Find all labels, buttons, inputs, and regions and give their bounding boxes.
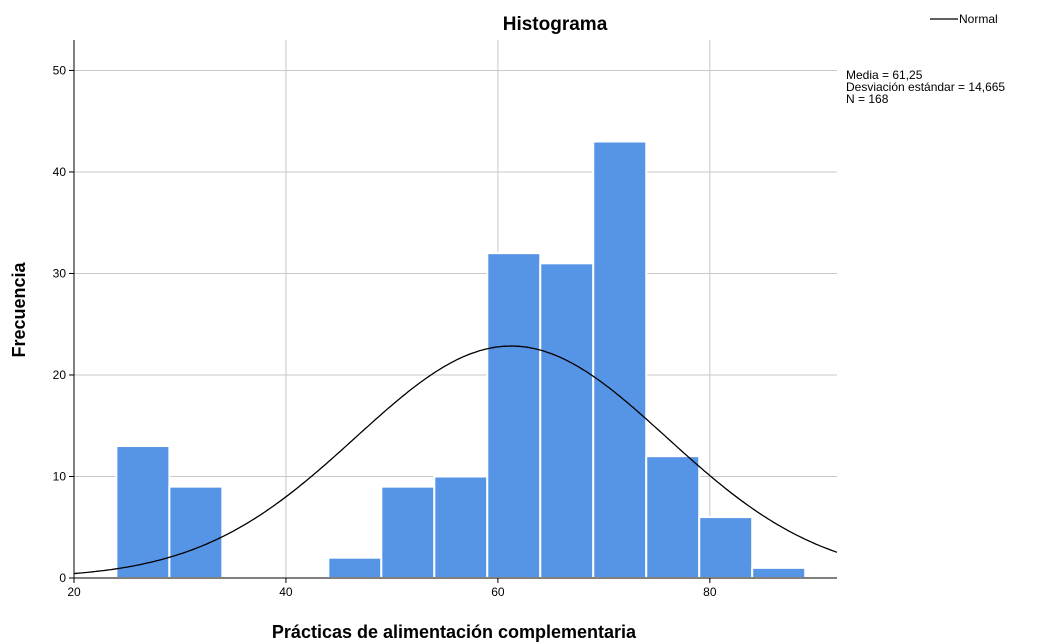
y-tick-label: 20 <box>53 368 67 382</box>
histogram-bar <box>115 445 171 580</box>
y-tick-label: 10 <box>53 469 67 483</box>
histogram-bar <box>486 252 542 580</box>
stat-n: N = 168 <box>846 92 889 106</box>
x-tick-label: 20 <box>67 585 81 599</box>
x-tick-label: 60 <box>491 585 505 599</box>
y-tick-label: 0 <box>59 571 66 585</box>
histogram-bar <box>592 140 648 579</box>
normal-curve <box>73 345 838 575</box>
y-tick-label: 50 <box>53 63 67 77</box>
stat-sd: Desviación estándar = 14,665 <box>846 80 1005 94</box>
y-tick-label: 30 <box>53 266 67 280</box>
y-axis-label: Frecuencia <box>9 261 29 357</box>
x-tick-label: 40 <box>279 585 293 599</box>
histogram-bar <box>645 455 701 580</box>
legend: Normal <box>930 12 998 26</box>
legend-label-normal: Normal <box>959 12 998 26</box>
chart-title: Histograma <box>503 14 608 35</box>
histogram-bar <box>698 516 754 580</box>
x-axis-label: Prácticas de alimentación complementaria <box>272 622 637 642</box>
x-tick-label: 80 <box>703 585 717 599</box>
histogram-bar <box>380 485 436 579</box>
histogram-bar <box>539 262 595 579</box>
tick-labels: 0 10 20 30 40 50 20 40 60 80 <box>53 63 717 599</box>
y-tick-label: 40 <box>53 165 67 179</box>
stat-mean: Media = 61,25 <box>846 68 923 82</box>
histogram-bar <box>327 556 383 580</box>
stats-box: Media = 61,25 Desviación estándar = 14,6… <box>846 68 1005 106</box>
histogram-bars <box>115 140 807 580</box>
histogram-bar <box>433 475 489 580</box>
histogram-bar <box>168 485 224 579</box>
histogram-bar <box>751 566 807 580</box>
